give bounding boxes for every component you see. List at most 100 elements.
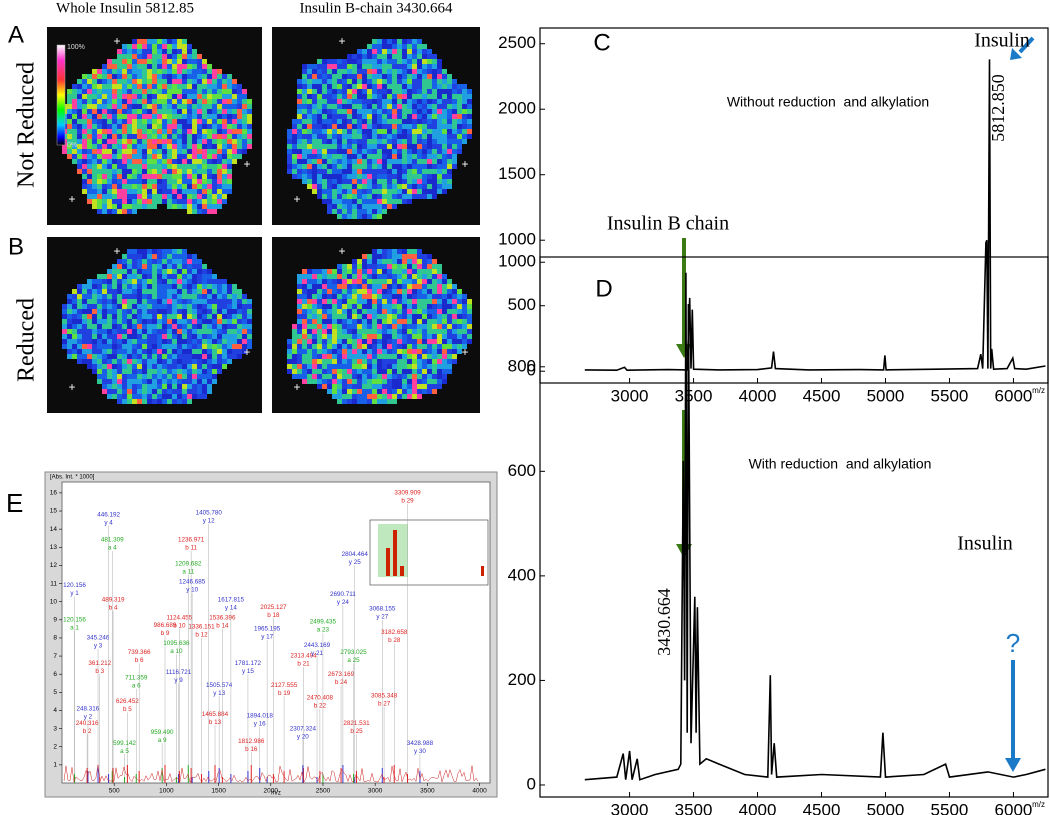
pixel xyxy=(187,369,192,374)
pixel xyxy=(137,154,142,159)
pixel xyxy=(152,39,157,44)
pixel xyxy=(77,164,82,169)
pixel xyxy=(237,119,242,124)
pixel xyxy=(167,69,172,74)
pixel xyxy=(202,304,207,309)
pixel xyxy=(402,264,407,269)
pixel xyxy=(432,369,437,374)
pixel xyxy=(157,254,162,259)
pixel xyxy=(377,279,382,284)
pixel xyxy=(92,204,97,209)
pixel xyxy=(432,94,437,99)
pixel xyxy=(382,144,387,149)
pixel xyxy=(422,169,427,174)
pixel xyxy=(352,359,357,364)
pixel xyxy=(377,104,382,109)
pixel xyxy=(317,359,322,364)
pixel xyxy=(382,134,387,139)
ion-label: b 6 xyxy=(135,657,144,664)
pixel xyxy=(132,49,137,54)
pixel xyxy=(102,94,107,99)
pixel xyxy=(217,299,222,304)
pixel xyxy=(407,194,412,199)
pixel xyxy=(132,64,137,69)
pixel xyxy=(452,119,457,124)
pixel xyxy=(107,124,112,129)
pixel xyxy=(452,99,457,104)
pixel xyxy=(177,394,182,399)
registration-mark: + xyxy=(293,380,300,394)
pixel xyxy=(397,184,402,189)
pixel xyxy=(367,174,372,179)
pixel xyxy=(142,54,147,59)
pixel xyxy=(447,304,452,309)
pixel xyxy=(172,279,177,284)
pixel xyxy=(387,39,392,44)
pixel xyxy=(172,394,177,399)
pixel xyxy=(342,349,347,354)
pixel xyxy=(407,169,412,174)
colorbar xyxy=(56,44,66,146)
pixel xyxy=(327,124,332,129)
pixel xyxy=(417,189,422,194)
pixel xyxy=(337,369,342,374)
pixel xyxy=(152,59,157,64)
pixel xyxy=(392,309,397,314)
pixel xyxy=(292,359,297,364)
pixel xyxy=(227,114,232,119)
pixel xyxy=(382,79,387,84)
pixel xyxy=(367,369,372,374)
pixel xyxy=(447,109,452,114)
pixel xyxy=(412,374,417,379)
pixel xyxy=(157,394,162,399)
pixel xyxy=(177,59,182,64)
pixel xyxy=(77,94,82,99)
pixel xyxy=(172,359,177,364)
pixel xyxy=(387,369,392,374)
pixel xyxy=(247,139,252,144)
pixel xyxy=(377,249,382,254)
pixel xyxy=(307,124,312,129)
pixel xyxy=(207,209,212,214)
pixel xyxy=(312,279,317,284)
pixel xyxy=(87,139,92,144)
pixel xyxy=(212,184,217,189)
pixel xyxy=(452,339,457,344)
pixel xyxy=(347,59,352,64)
pixel xyxy=(307,334,312,339)
pixel xyxy=(117,124,122,129)
pixel xyxy=(467,309,472,314)
pixel xyxy=(192,269,197,274)
pixel xyxy=(167,169,172,174)
pixel xyxy=(122,179,127,184)
pixel xyxy=(357,109,362,114)
pixel xyxy=(152,199,157,204)
pixel xyxy=(307,379,312,384)
pixel xyxy=(287,149,292,154)
pixel xyxy=(182,319,187,324)
pixel xyxy=(202,114,207,119)
pixel xyxy=(297,149,302,154)
pixel xyxy=(102,149,107,154)
pixel xyxy=(402,109,407,114)
pixel xyxy=(432,354,437,359)
ion-label: y 10 xyxy=(186,586,198,593)
pixel xyxy=(97,284,102,289)
pixel xyxy=(347,159,352,164)
pixel xyxy=(302,299,307,304)
pixel xyxy=(377,204,382,209)
pixel xyxy=(102,304,107,309)
pixel xyxy=(167,364,172,369)
pixel xyxy=(202,134,207,139)
pixel xyxy=(182,159,187,164)
pixel xyxy=(67,109,72,114)
pixel xyxy=(322,274,327,279)
pixel xyxy=(132,209,137,214)
annotation: 5812.850 xyxy=(988,74,1008,142)
pixel xyxy=(422,119,427,124)
pixel xyxy=(122,299,127,304)
pixel xyxy=(122,204,127,209)
pixel xyxy=(167,314,172,319)
pixel xyxy=(437,264,442,269)
pixel xyxy=(112,384,117,389)
